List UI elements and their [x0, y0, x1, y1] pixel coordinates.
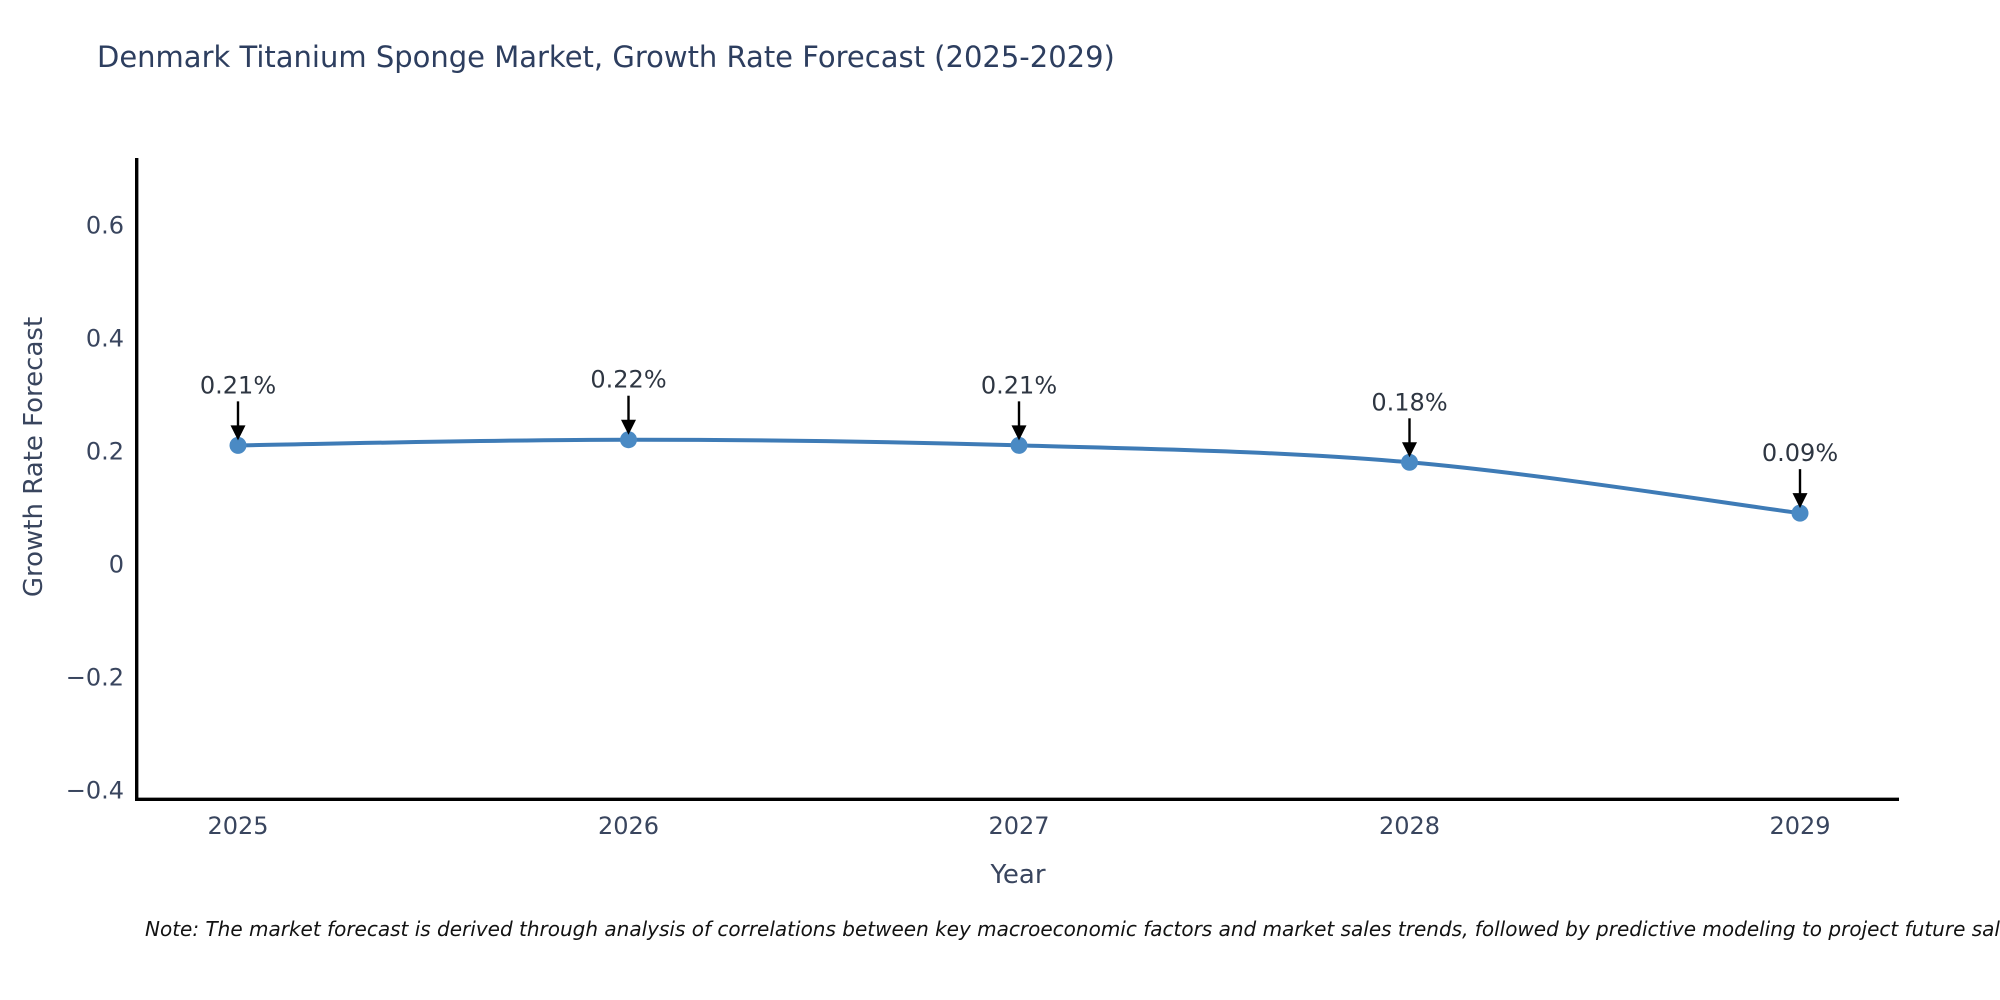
data-point [620, 431, 637, 449]
data-point [1791, 504, 1809, 522]
data-point-label: 0.21% [200, 371, 276, 399]
footnote: Note: The market forecast is derived thr… [145, 917, 2000, 941]
y-tick-label: 0.2 [86, 438, 124, 466]
y-tick-label: 0 [109, 551, 124, 579]
annotation-arrow-head [230, 425, 246, 441]
x-tick-label: 2029 [1769, 812, 1830, 840]
annotation-arrow-head [1792, 493, 1808, 509]
y-tick-label: −0.4 [66, 777, 124, 805]
annotation-arrow-head [1011, 425, 1027, 441]
chart-title: Denmark Titanium Sponge Market, Growth R… [97, 40, 1115, 74]
data-point-label: 0.21% [981, 371, 1057, 399]
data-point [1401, 453, 1418, 471]
data-point [1010, 436, 1028, 454]
x-tick-label: 2026 [598, 812, 659, 840]
data-point-label: 0.22% [590, 366, 666, 394]
x-tick-label: 2027 [988, 812, 1049, 840]
data-point-label: 0.18% [1371, 388, 1447, 416]
annotation-arrow-head [1402, 442, 1417, 458]
annotation-arrow-head [621, 419, 636, 435]
data-point-label: 0.09% [1762, 439, 1838, 467]
y-tick-label: 0.6 [86, 212, 124, 240]
x-tick-label: 2025 [207, 812, 268, 840]
x-tick-label: 2028 [1379, 812, 1440, 840]
x-axis-title: Year [990, 860, 1046, 890]
y-axis-title: Growth Rate Forecast [19, 316, 49, 598]
y-tick-label: −0.2 [66, 664, 124, 692]
data-point [229, 436, 247, 454]
y-tick-label: 0.4 [86, 325, 124, 353]
